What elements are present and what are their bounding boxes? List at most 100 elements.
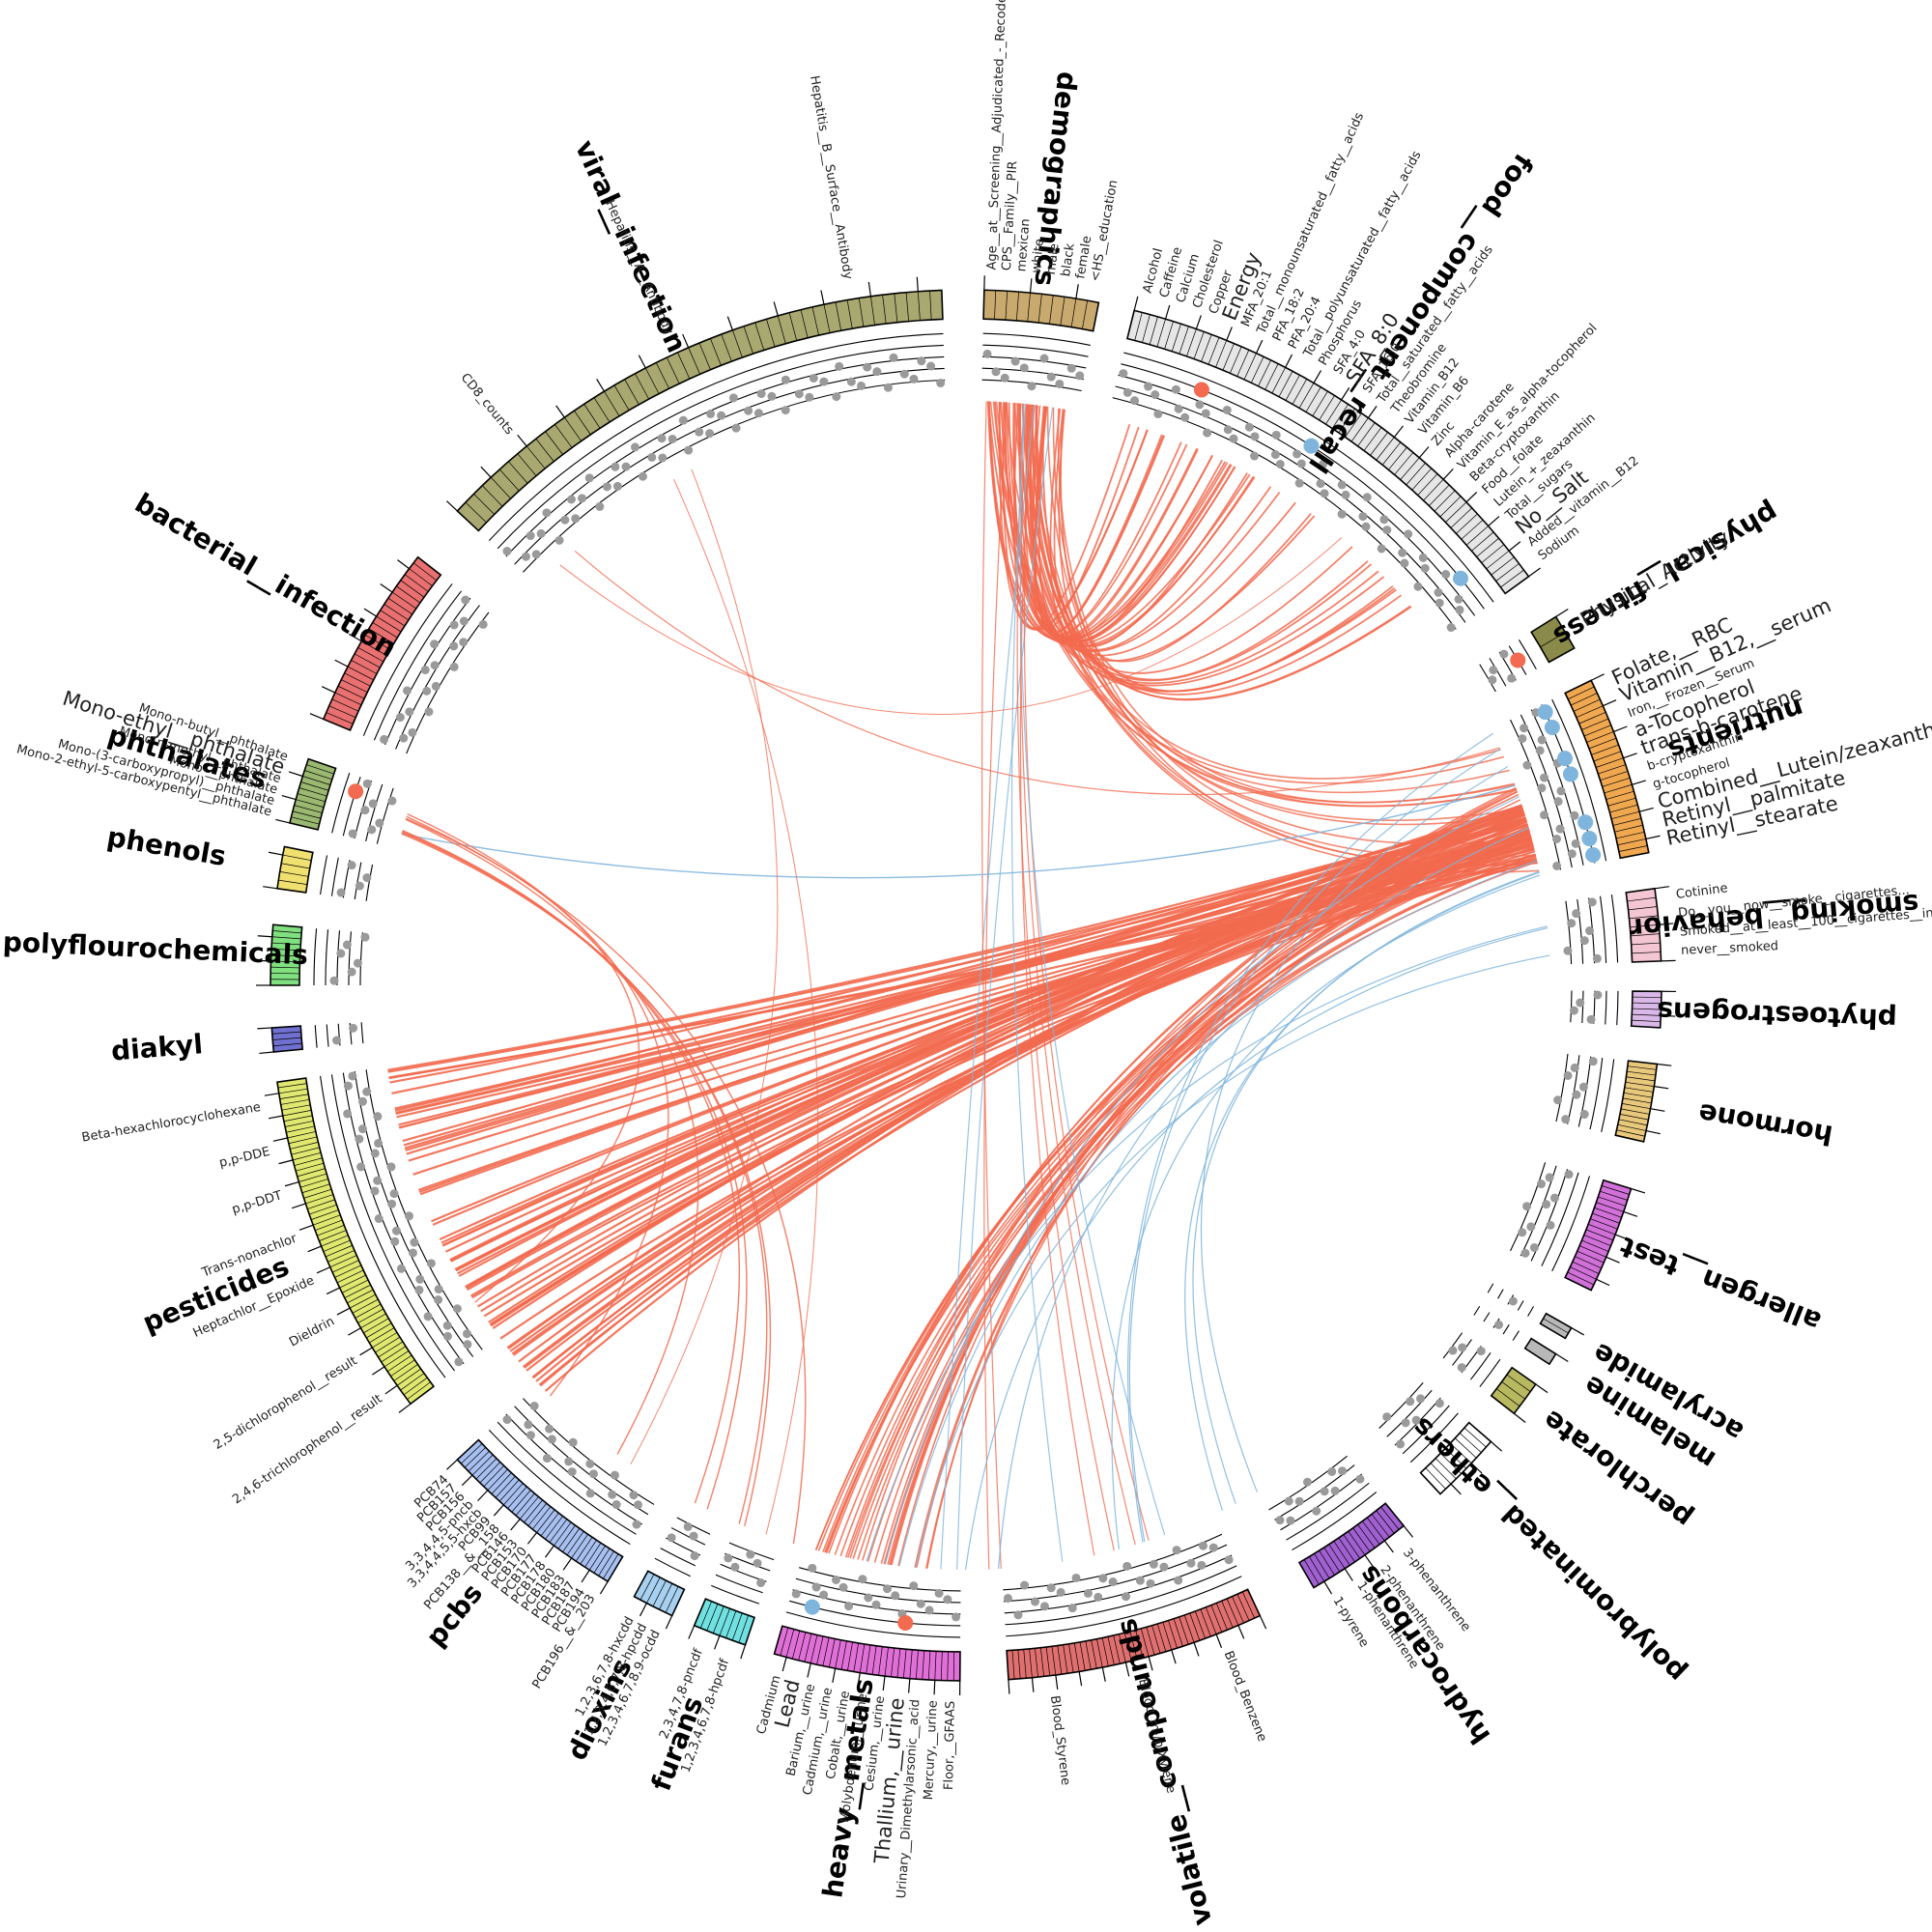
track-ring <box>348 931 352 986</box>
highlight-dot <box>1544 719 1560 735</box>
segment-stripe <box>391 591 417 610</box>
correlation-link <box>1013 403 1540 873</box>
correlation-link <box>1028 404 1523 821</box>
track-ring <box>342 860 351 898</box>
segment-tick <box>1590 673 1605 681</box>
segment-stripe <box>298 1173 327 1182</box>
segment-stripe <box>1258 359 1271 386</box>
association-dot <box>347 967 356 977</box>
correlation-link <box>964 926 1548 1571</box>
association-dot <box>695 427 704 437</box>
segment-tick <box>638 355 646 369</box>
segment-stripe <box>364 634 391 650</box>
segment-stripe <box>1573 698 1601 712</box>
association-dot <box>1224 1555 1234 1565</box>
segment-tick <box>380 583 393 593</box>
segment-stripe <box>1581 1239 1609 1252</box>
association-dot <box>1275 459 1285 469</box>
association-dot <box>1195 400 1205 410</box>
segment-stripe <box>1051 1646 1057 1676</box>
association-dot <box>374 1214 384 1224</box>
association-dot <box>832 392 841 402</box>
segment-stripe <box>339 1274 366 1289</box>
segment-stripe <box>706 1604 719 1632</box>
track-ring <box>330 1074 455 1372</box>
variable-label: Blood_Benzene <box>1221 1649 1269 1744</box>
segment-stripe <box>1381 441 1402 466</box>
segment-stripe <box>297 1168 326 1178</box>
segment-tick <box>1571 1327 1585 1336</box>
correlation-link <box>1192 870 1540 1504</box>
association-dot <box>430 639 440 649</box>
segment-tick <box>363 608 377 617</box>
section-phthalates <box>275 757 337 831</box>
track-ring <box>799 1567 961 1592</box>
association-dot <box>690 1551 699 1561</box>
segment-tick <box>326 1287 340 1295</box>
segment-tick <box>291 1203 306 1209</box>
association-dot <box>1546 1220 1555 1230</box>
association-dot <box>1535 746 1545 755</box>
segment-stripe <box>1388 446 1407 470</box>
segment-stripe <box>1113 1634 1121 1664</box>
segment-tick <box>545 1545 554 1558</box>
segment-stripe <box>1201 334 1212 362</box>
segment-stripe <box>1126 310 1135 339</box>
segment-tick <box>807 1662 811 1678</box>
segment-stripe <box>325 1244 353 1258</box>
association-dot <box>1508 1296 1518 1306</box>
segment-stripe <box>1543 1318 1569 1334</box>
segment-block <box>982 289 1100 332</box>
segment-stripe <box>1600 771 1629 781</box>
segment-stripe <box>300 781 329 791</box>
association-dot <box>329 976 339 985</box>
segment-stripe <box>276 888 306 894</box>
segment-stripe <box>270 954 300 957</box>
segment-stripe <box>312 1214 341 1226</box>
association-dot <box>375 818 384 828</box>
segment-stripe <box>410 1385 435 1405</box>
association-dot <box>781 375 790 384</box>
segment-stripe <box>1506 1374 1531 1392</box>
track-ring <box>354 862 362 900</box>
association-dot <box>1296 459 1306 469</box>
association-dot <box>1522 760 1532 770</box>
highlight-dot <box>897 1615 914 1632</box>
segment-stripe <box>603 1553 619 1579</box>
track-ring <box>330 857 339 896</box>
association-dot <box>542 1454 552 1463</box>
segment-stripe <box>1596 1202 1624 1212</box>
segment-tick <box>1124 1662 1130 1677</box>
segment-stripe <box>1298 383 1315 409</box>
section-melamine <box>1523 1337 1569 1366</box>
segment-stripe <box>1179 326 1189 355</box>
track-ring <box>982 344 1089 357</box>
track-ring <box>654 1557 691 1577</box>
segment-stripe <box>1575 1256 1602 1269</box>
track-ring <box>1003 1533 1223 1591</box>
segment-stripe <box>1093 302 1099 331</box>
segment-tick <box>288 771 303 778</box>
track-ring <box>331 773 351 834</box>
track-ring <box>1581 990 1584 1024</box>
segment-stripe <box>777 315 786 344</box>
association-dot <box>1572 909 1581 919</box>
correlation-link <box>1023 404 1150 1541</box>
association-dot <box>336 949 346 958</box>
segment-stripe <box>400 1373 425 1391</box>
correlation-link <box>1021 403 1501 780</box>
association-dot <box>423 1312 433 1321</box>
association-dot <box>1186 1558 1196 1568</box>
correlation-link <box>898 860 1538 1567</box>
association-dot <box>1518 1228 1527 1237</box>
segment-stripe <box>1624 1087 1654 1093</box>
association-dot <box>846 377 856 386</box>
segment-stripe <box>712 1605 724 1634</box>
segment-block <box>322 555 442 731</box>
association-dot <box>744 406 753 415</box>
association-dot <box>1434 587 1443 597</box>
segment-stripe <box>1376 437 1395 461</box>
segment-stripe <box>1602 778 1631 787</box>
correlation-link <box>402 810 1525 1143</box>
segment-stripe <box>323 719 351 731</box>
